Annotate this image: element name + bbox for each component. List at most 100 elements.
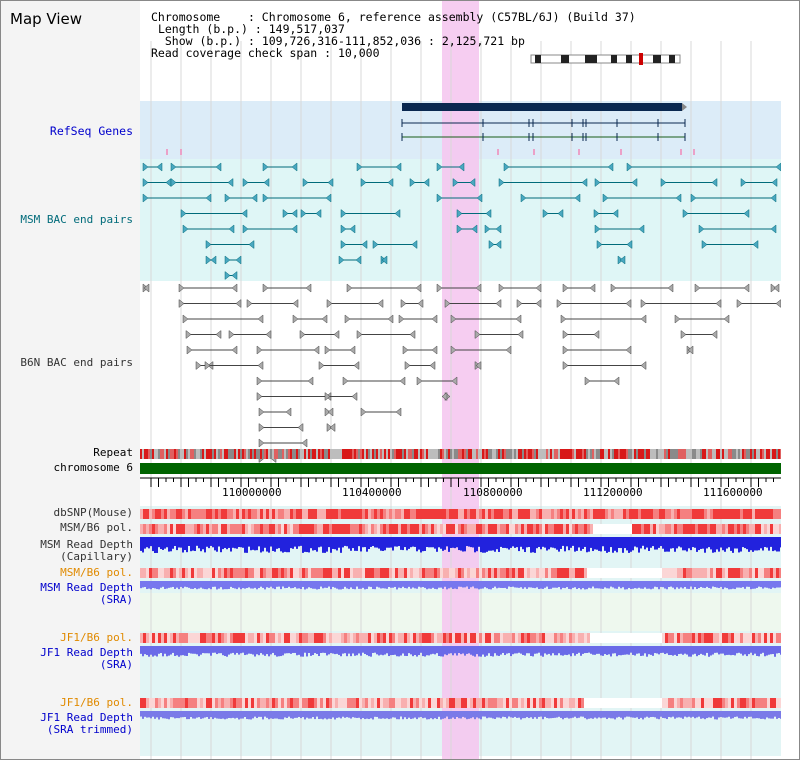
repeat-cell: [326, 449, 328, 459]
heat-cell: [209, 509, 212, 519]
heat-cell: [323, 698, 326, 708]
depth-bar: [544, 581, 546, 588]
depth-bar: [224, 581, 226, 590]
heat-cell: [365, 524, 368, 534]
heat-cell: [515, 633, 518, 643]
heat-cell: [725, 633, 728, 643]
depth-bar: [606, 537, 608, 553]
depth-bar: [522, 537, 524, 550]
refseq-genes-label[interactable]: RefSeq Genes: [49, 124, 133, 138]
depth-bar: [552, 646, 554, 654]
depth-bar: [538, 711, 540, 717]
heat-cell: [473, 568, 476, 578]
bac-end-marker: [228, 329, 235, 340]
heat-cell: [221, 633, 224, 643]
depth-bar: [488, 537, 490, 551]
depth-bar: [452, 537, 454, 548]
depth-bar: [532, 646, 534, 657]
depth-bar: [582, 537, 584, 550]
heat-cell: [164, 698, 167, 708]
b6n-bac-end-pairs-label[interactable]: B6N BAC end pairs: [20, 356, 133, 369]
heat-cell: [701, 698, 704, 708]
heat-cell: [710, 568, 713, 578]
jf1-b6-pol-label-2[interactable]: JF1/B6 pol.: [60, 696, 133, 709]
depth-bar: [148, 711, 150, 718]
msm-b6-pol-label-2[interactable]: MSM/B6 pol.: [60, 566, 133, 579]
depth-bar: [490, 646, 492, 657]
depth-bar: [620, 581, 622, 589]
heat-cell: [200, 698, 203, 708]
msm-read-depth-capillary-label[interactable]: MSM Read Depth: [40, 538, 133, 551]
bac-end-marker: [313, 345, 320, 355]
heat-cell: [341, 568, 344, 578]
depth-bar: [308, 711, 310, 719]
depth-bar: [196, 646, 198, 655]
jf1-read-depth-sra-label[interactable]: JF1 Read Depth: [40, 646, 133, 659]
heat-cell: [386, 698, 389, 708]
heat-cell: [398, 698, 401, 708]
depth-bar: [336, 537, 338, 551]
depth-bar: [734, 711, 736, 717]
heat-cell: [569, 568, 572, 578]
dbsnp-label[interactable]: dbSNP(Mouse): [53, 506, 133, 519]
heat-cell: [725, 568, 728, 578]
repeat-cell: [760, 449, 762, 459]
depth-bar: [156, 537, 158, 553]
depth-bar: [738, 711, 740, 719]
depth-bar: [712, 711, 714, 717]
depth-bar: [520, 537, 522, 547]
heat-cell: [170, 509, 173, 519]
depth-bar: [198, 711, 200, 718]
depth-bar: [308, 581, 310, 588]
depth-bar: [158, 581, 160, 590]
depth-bar: [286, 581, 288, 588]
heat-cell: [449, 568, 452, 578]
msm-bac-end-pairs-label[interactable]: MSM BAC end pairs: [20, 213, 133, 226]
heat-cell: [734, 633, 737, 643]
msm-read-depth-sra-label[interactable]: MSM Read Depth: [40, 581, 133, 594]
heat-cell: [695, 698, 698, 708]
depth-bar: [568, 581, 570, 589]
jf1-b6-pol-label-1[interactable]: JF1/B6 pol.: [60, 631, 133, 644]
repeat-cell: [680, 449, 682, 459]
heat-cell: [563, 698, 566, 708]
depth-bar: [598, 581, 600, 589]
depth-bar: [744, 646, 746, 655]
bac-end-marker: [346, 283, 353, 293]
repeat-cell: [284, 449, 286, 459]
depth-bar: [602, 537, 604, 547]
depth-bar: [462, 581, 464, 588]
heat-cell: [422, 568, 425, 578]
heat-cell: [614, 633, 617, 643]
depth-bar: [558, 646, 560, 654]
repeat-cell: [252, 449, 254, 459]
repeat-cell: [564, 449, 566, 459]
depth-bar: [614, 646, 616, 654]
heat-cell: [542, 509, 545, 519]
info-span-key: Read coverage check span: [151, 46, 318, 60]
heat-cell: [536, 698, 539, 708]
heat-cell: [248, 509, 251, 519]
heat-cell: [419, 509, 422, 519]
heat-cell: [368, 698, 371, 708]
depth-bar: [326, 581, 328, 588]
depth-bar: [208, 711, 210, 719]
depth-bar: [160, 711, 162, 718]
depth-bar: [460, 711, 462, 719]
depth-bar: [442, 646, 444, 657]
depth-bar: [584, 581, 586, 590]
depth-bar: [570, 537, 572, 548]
msm-b6-pol-label-1[interactable]: MSM/B6 pol.: [60, 521, 133, 534]
depth-bar: [566, 581, 568, 588]
heat-cell: [350, 568, 353, 578]
repeat-cell: [292, 449, 294, 459]
depth-bar: [226, 537, 228, 550]
jf1-read-depth-trimmed-label[interactable]: JF1 Read Depth: [40, 711, 133, 724]
heat-cell: [149, 524, 152, 534]
depth-bar: [686, 537, 688, 552]
heat-cell: [773, 524, 776, 534]
depth-bar: [764, 537, 766, 548]
depth-bar: [632, 581, 634, 589]
heat-cell: [521, 568, 524, 578]
